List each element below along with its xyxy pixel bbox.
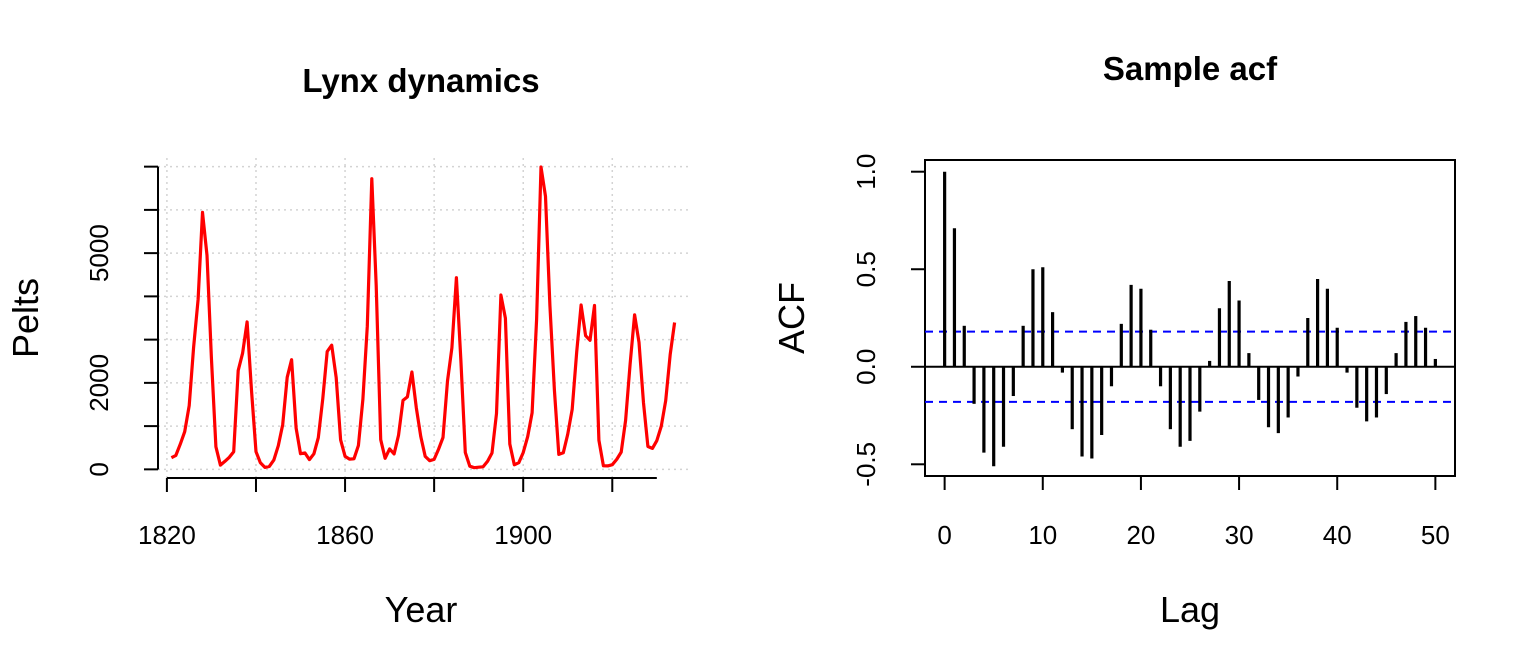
lynx-chart-title: Lynx dynamics	[302, 62, 539, 99]
acf-y-axis-label: ACF	[771, 282, 812, 354]
lynx-y-tick-label: 0	[84, 462, 114, 476]
acf-x-tick-label: 40	[1323, 520, 1352, 550]
lynx-x-tick-label: 1860	[316, 520, 374, 550]
acf-plot-frame	[924, 159, 1456, 477]
lynx-x-tick-label: 1900	[494, 520, 552, 550]
acf-y-tick-label: 0.0	[851, 349, 881, 385]
acf-bars	[943, 171, 1437, 467]
acf-y-tick-label: 0.5	[851, 251, 881, 287]
lynx-y-tick-label: 5000	[84, 224, 114, 282]
lynx-y-tick-label: 2000	[84, 354, 114, 412]
lynx-panel: Lynx dynamics Year Pelts 1820 1860 1900 0 20…	[5, 62, 688, 630]
acf-y-tick-label: 1.0	[851, 154, 881, 190]
lynx-y-axis-label: Pelts	[5, 278, 46, 358]
lynx-grid	[158, 158, 688, 478]
lynx-series	[170, 165, 677, 470]
acf-y-tick-label: -0.5	[851, 442, 881, 487]
acf-x-tick-label: 50	[1421, 520, 1450, 550]
lynx-axes: 1820 1860 1900 0 2000 5000	[84, 165, 657, 550]
acf-axes: 0 10 20 30 40 50 -0.5 0.0 0.5 1.0	[851, 154, 1456, 550]
acf-x-axis-label: Lag	[1160, 589, 1220, 630]
lynx-x-axis-label: Year	[385, 589, 458, 630]
acf-panel: Sample acf Lag ACF 0 10 20 30 40 50 -0.5 0.0 0.5…	[771, 50, 1456, 630]
acf-x-tick-label: 0	[937, 520, 951, 550]
acf-x-tick-label: 10	[1028, 520, 1057, 550]
acf-x-tick-label: 20	[1126, 520, 1155, 550]
acf-chart-title: Sample acf	[1103, 50, 1278, 87]
acf-x-tick-label: 30	[1225, 520, 1254, 550]
lynx-series-line	[170, 165, 677, 470]
lynx-x-tick-label: 1820	[138, 520, 196, 550]
